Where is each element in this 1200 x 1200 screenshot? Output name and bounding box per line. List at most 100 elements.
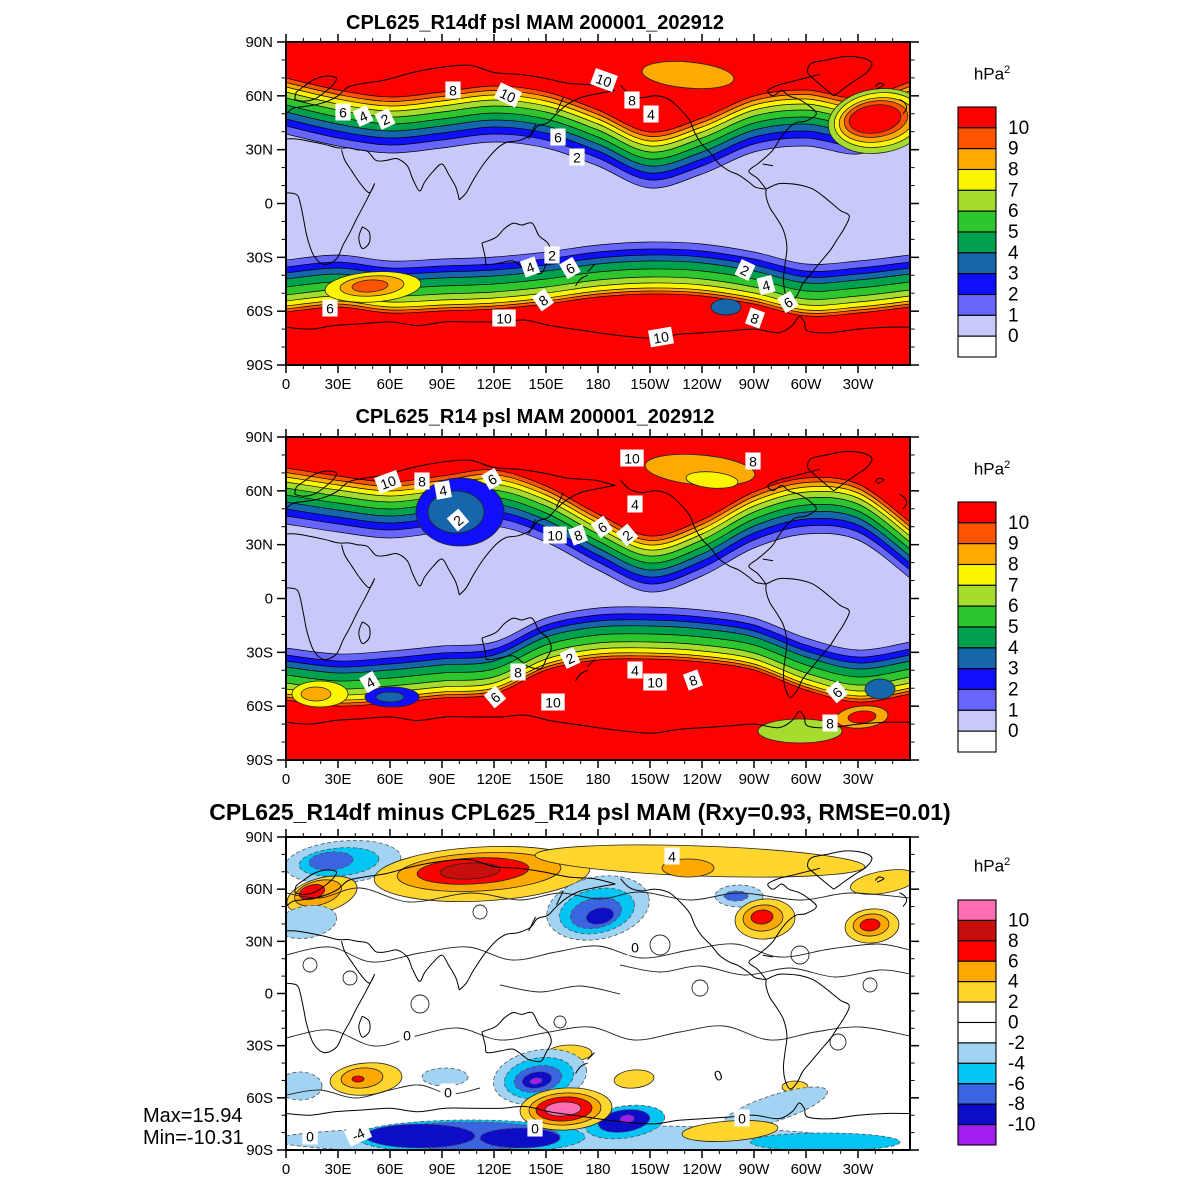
y-tick-label: 30S	[246, 1038, 273, 1055]
x-tick-label: 90W	[739, 1161, 771, 1178]
x-tick-label: 120W	[682, 771, 722, 788]
contour-anomaly-blob	[421, 1067, 469, 1087]
colorbar-tick-label: 5	[1008, 617, 1019, 638]
contour-label: 10	[541, 693, 565, 711]
contour-label: -4	[343, 1121, 373, 1147]
units-exponent: 2	[1004, 64, 1011, 76]
colorbar-tick-label: 3	[1008, 264, 1019, 285]
contour-anomaly-blob	[286, 1071, 323, 1101]
contour-label: 2	[446, 508, 470, 532]
units-base: hPa	[973, 459, 1005, 479]
colorbar-tick-label: 9	[1008, 534, 1019, 555]
contour-label: 10	[374, 470, 402, 494]
colorbar-tick-label: 8	[1008, 160, 1019, 181]
units-base: hPa	[973, 856, 1005, 876]
colorbar-tick-label: 6	[1008, 951, 1019, 972]
contour-label: 8	[567, 524, 589, 546]
colorbar-swatch	[957, 605, 997, 628]
zero-contour-loop	[553, 1015, 567, 1029]
contour-label: 4	[359, 670, 381, 694]
x-tick-label: 90W	[739, 376, 771, 393]
contour-label: 8	[745, 452, 761, 470]
colorbar-swatch	[957, 919, 997, 942]
colorbar-tick-label: 2	[1008, 285, 1019, 306]
panel2-axes: 0 30E 60E 90E 120E 150E 180 150W 120W 90W 60W 30W 90…	[245, 429, 919, 788]
x-tick-label: 30E	[325, 1161, 352, 1178]
colorbar-tick-label: 0	[1008, 721, 1019, 742]
svg-text:10: 10	[496, 311, 512, 327]
svg-text:4: 4	[647, 107, 655, 123]
contour-anomaly-blob	[641, 61, 735, 89]
coastline	[874, 876, 885, 883]
contour-anomaly-blob	[619, 1114, 635, 1124]
contour-label: 2	[374, 108, 396, 130]
x-tick-label: 90E	[429, 1161, 456, 1178]
contour-label: 0	[527, 1119, 543, 1137]
contour-label: 2	[559, 647, 581, 669]
x-tick-label: 30W	[843, 376, 875, 393]
svg-text:4: 4	[631, 663, 639, 679]
svg-text:0: 0	[403, 1028, 411, 1044]
colorbar-tick-label: 2	[1008, 992, 1019, 1013]
coastline	[286, 533, 460, 596]
contour-label: 10	[648, 326, 674, 348]
colorbar-tick-label: 10	[1008, 513, 1029, 534]
y-tick-label: 60S	[246, 1090, 273, 1107]
x-tick-label: 90E	[429, 376, 456, 393]
coastline	[762, 954, 774, 958]
panel2-units-label: hPa2	[952, 459, 1032, 480]
svg-text:8: 8	[418, 474, 426, 490]
units-exponent: 2	[1004, 856, 1011, 868]
coastline	[286, 941, 375, 1054]
x-tick-label: 150E	[528, 376, 563, 393]
contour-label: 10	[643, 673, 667, 691]
contour-label: 4	[352, 105, 374, 127]
contour-label: 0	[399, 1026, 415, 1044]
coastline	[286, 858, 616, 907]
panel1-title: CPL625_R14df psl MAM 200001_202912	[346, 12, 724, 34]
contour-label: 10	[590, 68, 618, 92]
coastline	[358, 1015, 371, 1038]
y-tick-label: 90N	[245, 429, 273, 446]
colorbar-swatch	[957, 1103, 997, 1126]
contour-anomaly-blob	[479, 1127, 561, 1149]
colorbar-tick-label: 4	[1008, 638, 1019, 659]
y-tick-label: 60S	[246, 303, 273, 320]
coastline	[286, 459, 616, 510]
panel2-field	[286, 437, 910, 760]
colorbar-tick-label: 9	[1008, 139, 1019, 160]
x-tick-label: 180	[585, 1161, 610, 1178]
contour-anomaly-blob	[351, 279, 389, 293]
colorbar-tick-label: 4	[1008, 243, 1019, 264]
svg-text:6: 6	[326, 301, 334, 317]
colorbar-swatch	[957, 168, 997, 191]
coastline	[528, 916, 537, 932]
svg-text:10: 10	[594, 70, 614, 90]
panel1-units-label: hPa2	[952, 64, 1032, 85]
x-tick-label: 30W	[843, 1161, 875, 1178]
svg-text:6: 6	[339, 105, 347, 121]
coastline	[807, 850, 873, 890]
contour-label: 4	[627, 495, 643, 513]
coastline	[294, 75, 338, 102]
colorbar-tick-label: -10	[1008, 1115, 1035, 1136]
coastline	[587, 659, 595, 668]
units-exponent: 2	[1004, 459, 1011, 471]
coastline	[620, 878, 767, 981]
contour-anomaly-blob	[850, 869, 910, 895]
contour-label: 8	[414, 472, 430, 490]
contour-label: 10	[493, 82, 523, 108]
colorbar-swatch	[957, 626, 997, 649]
colorbar-swatch	[957, 522, 997, 545]
colorbar-swatch	[957, 252, 997, 275]
svg-text:10: 10	[378, 472, 398, 492]
svg-text:4: 4	[760, 277, 772, 295]
svg-text:8: 8	[628, 93, 636, 109]
colorbar-tick-label: -6	[1008, 1074, 1025, 1095]
contour-anomaly-blob	[439, 862, 501, 880]
colorbar-swatch	[957, 501, 997, 524]
x-tick-label: 180	[585, 376, 610, 393]
colorbar-swatch	[957, 584, 997, 607]
x-tick-label: 120E	[476, 1161, 511, 1178]
